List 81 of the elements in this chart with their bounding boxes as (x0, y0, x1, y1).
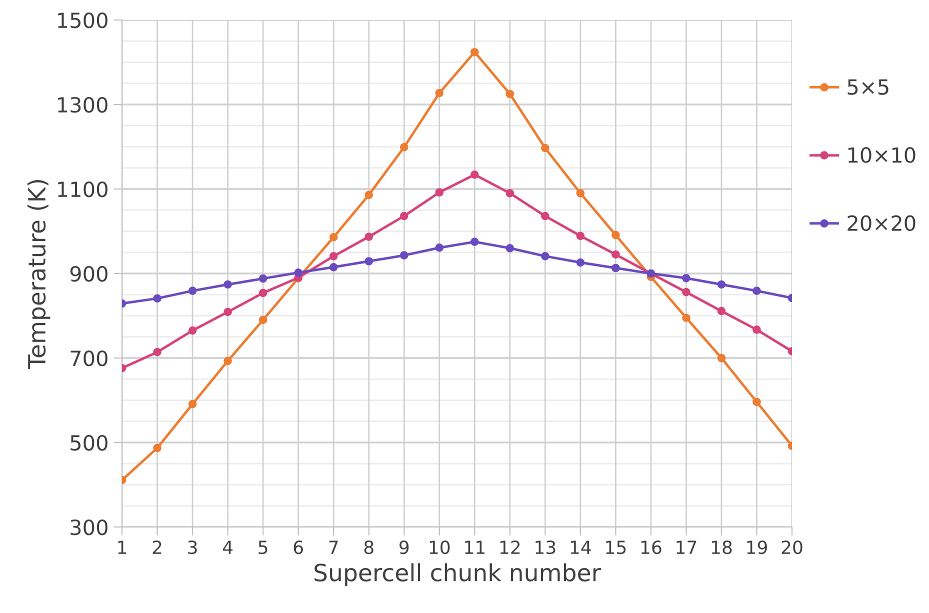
x-tick-label: 10 (430, 540, 450, 554)
x-tick-label: 2 (152, 540, 162, 554)
y-tick-label: 900 (70, 266, 108, 282)
x-tick-label: 3 (188, 540, 197, 554)
x-tick-label: 1 (118, 540, 126, 554)
legend-label: 20×20 (848, 215, 916, 232)
x-tick-label: 20 (782, 540, 802, 554)
point (153, 444, 162, 452)
x-tick-label: 4 (222, 540, 233, 554)
point (188, 286, 197, 295)
x-tick-label: 14 (570, 540, 591, 554)
y-tick-label: 300 (70, 519, 108, 536)
point (224, 356, 232, 366)
point (506, 244, 514, 252)
point (540, 212, 550, 220)
x-tick-label: 12 (500, 540, 520, 554)
point (224, 280, 232, 289)
x-tick-label: 7 (329, 540, 338, 554)
y-tick-label: 700 (70, 350, 108, 366)
x-tick-label: 5 (258, 540, 268, 554)
point (752, 398, 761, 406)
x-tick-label: 11 (465, 540, 484, 554)
y-axis-title: Temperature (K) (27, 180, 50, 370)
x-tick-label: 19 (747, 540, 767, 554)
point (258, 288, 268, 298)
point (470, 48, 479, 56)
point (258, 274, 268, 283)
y-tick-label: 500 (70, 434, 108, 451)
point (682, 274, 690, 282)
point (329, 252, 338, 260)
point (294, 268, 302, 277)
point (435, 88, 444, 98)
point (258, 316, 268, 324)
point (612, 230, 620, 240)
y-tick-label: 1100 (58, 181, 108, 198)
point (188, 326, 197, 335)
x-tick-label: 16 (641, 540, 662, 554)
point (752, 326, 761, 334)
point (540, 144, 550, 152)
point (752, 286, 761, 295)
point (576, 232, 585, 240)
point (329, 233, 338, 242)
y-tick-label: 1300 (58, 96, 108, 113)
point (682, 288, 690, 296)
legend-label: 10×10 (848, 147, 916, 163)
point (576, 189, 585, 198)
x-tick-label: 18 (712, 540, 732, 554)
legend-label: 5×5 (848, 79, 888, 95)
point (470, 238, 479, 246)
point (612, 250, 620, 259)
point (576, 258, 585, 267)
point (364, 232, 374, 241)
x-tick-label: 6 (294, 540, 303, 554)
point (188, 400, 197, 408)
point (153, 294, 162, 303)
point (435, 188, 444, 197)
point (153, 348, 162, 356)
point (717, 354, 726, 362)
x-tick-label: 9 (400, 540, 409, 554)
point (470, 170, 479, 179)
point (540, 252, 550, 260)
point (506, 189, 514, 198)
point (400, 251, 408, 260)
point (400, 212, 408, 220)
point (364, 257, 374, 266)
point (717, 306, 726, 316)
point (682, 314, 690, 322)
point (400, 143, 408, 152)
y-tick-label: 1500 (58, 12, 108, 28)
point (506, 90, 514, 98)
point (435, 244, 444, 252)
point (612, 264, 620, 272)
x-tick-label: 13 (536, 540, 556, 554)
point (329, 262, 338, 272)
point (717, 280, 726, 289)
x-tick-label: 15 (606, 540, 626, 554)
x-tick-label: 17 (676, 540, 696, 554)
x-tick-label: 8 (364, 540, 374, 554)
point (364, 190, 374, 200)
x-axis-title: Supercell chunk number (314, 563, 601, 586)
point (224, 308, 232, 316)
